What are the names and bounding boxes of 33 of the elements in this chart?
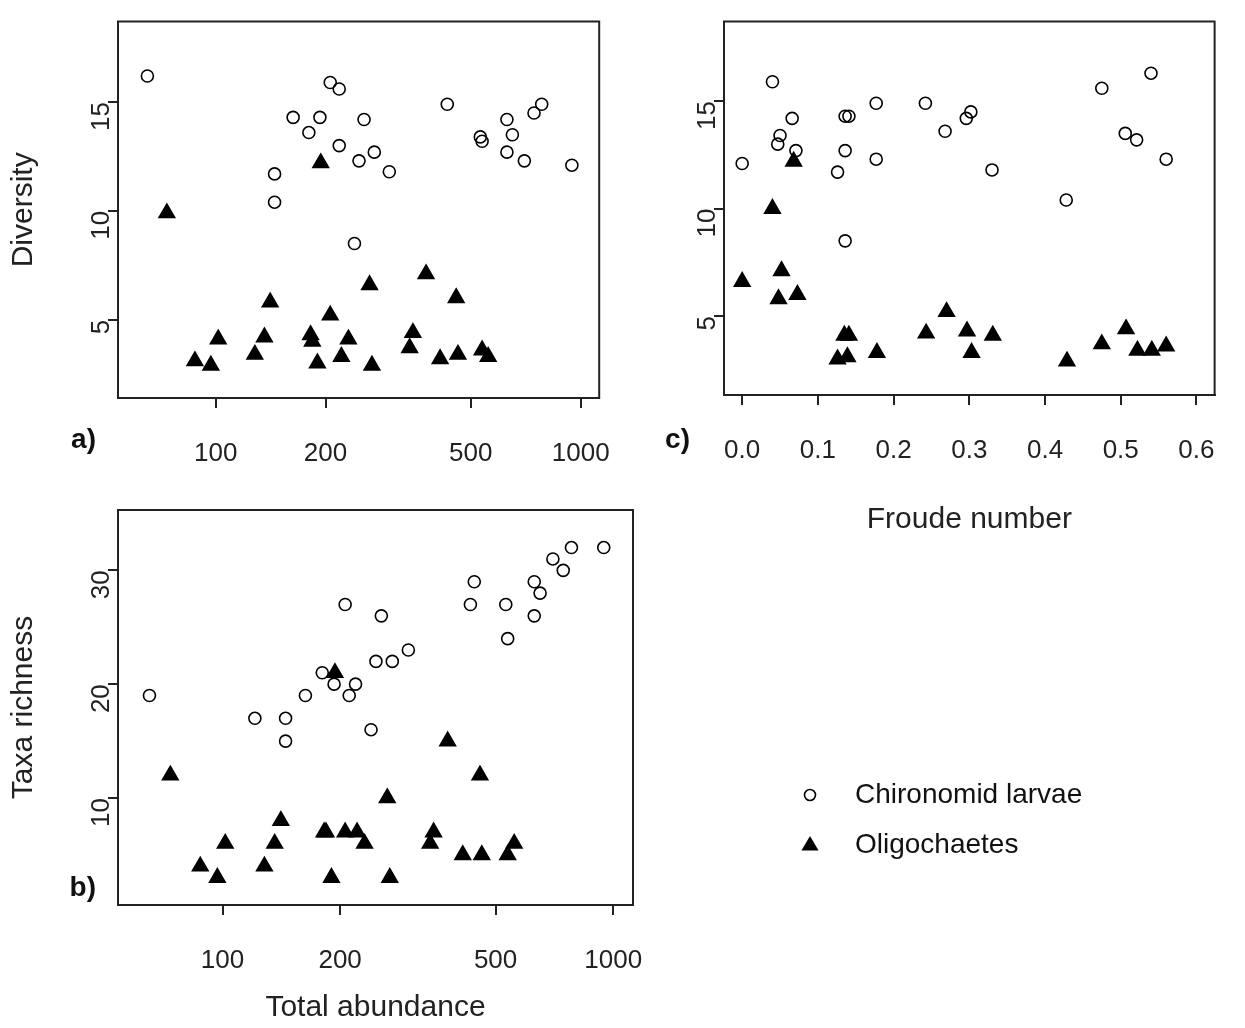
x-axis-title: Total abundance: [265, 989, 486, 1023]
x-tick-label: 500: [473, 943, 518, 974]
y-axis-title: Taxa richness: [5, 615, 39, 800]
y-tick-label: 5: [85, 319, 116, 335]
x-axis-title: Froude number: [866, 501, 1072, 535]
x-tick-label: 0.5: [1102, 433, 1139, 464]
x-tick-label: 200: [318, 943, 362, 974]
text: b): [69, 870, 96, 902]
text: c): [665, 422, 690, 454]
y-tick-label: 10: [691, 208, 722, 238]
x-tick-label: 0.4: [1026, 433, 1064, 464]
legend-label: Chironomid larvae: [855, 777, 1083, 809]
x-tick-label: 100: [193, 436, 238, 467]
y-tick-label: 5: [691, 316, 722, 331]
legend-label: Oligochaetes: [855, 827, 1019, 859]
y-tick-label: 10: [85, 210, 116, 240]
x-tick-label: 1000: [584, 943, 643, 974]
y-tick-label: 30: [85, 570, 116, 600]
x-tick-label: 0.2: [875, 433, 912, 464]
y-tick-label: 10: [85, 798, 116, 827]
x-tick-label: 1000: [551, 436, 610, 467]
x-tick-label: 0.3: [951, 433, 988, 464]
x-tick-label: 500: [449, 436, 493, 467]
x-tick-label: 200: [303, 436, 348, 467]
x-tick-label: 100: [200, 943, 245, 974]
x-tick-label: 0.6: [1178, 433, 1215, 464]
y-axis-title: Diversity: [5, 152, 39, 268]
x-tick-label: 0.0: [724, 433, 761, 464]
y-tick-label: 15: [691, 101, 722, 131]
y-tick-label: 20: [85, 684, 116, 714]
x-tick-label: 0.1: [799, 433, 836, 464]
text: a): [71, 422, 96, 454]
y-tick-label: 15: [85, 102, 116, 132]
